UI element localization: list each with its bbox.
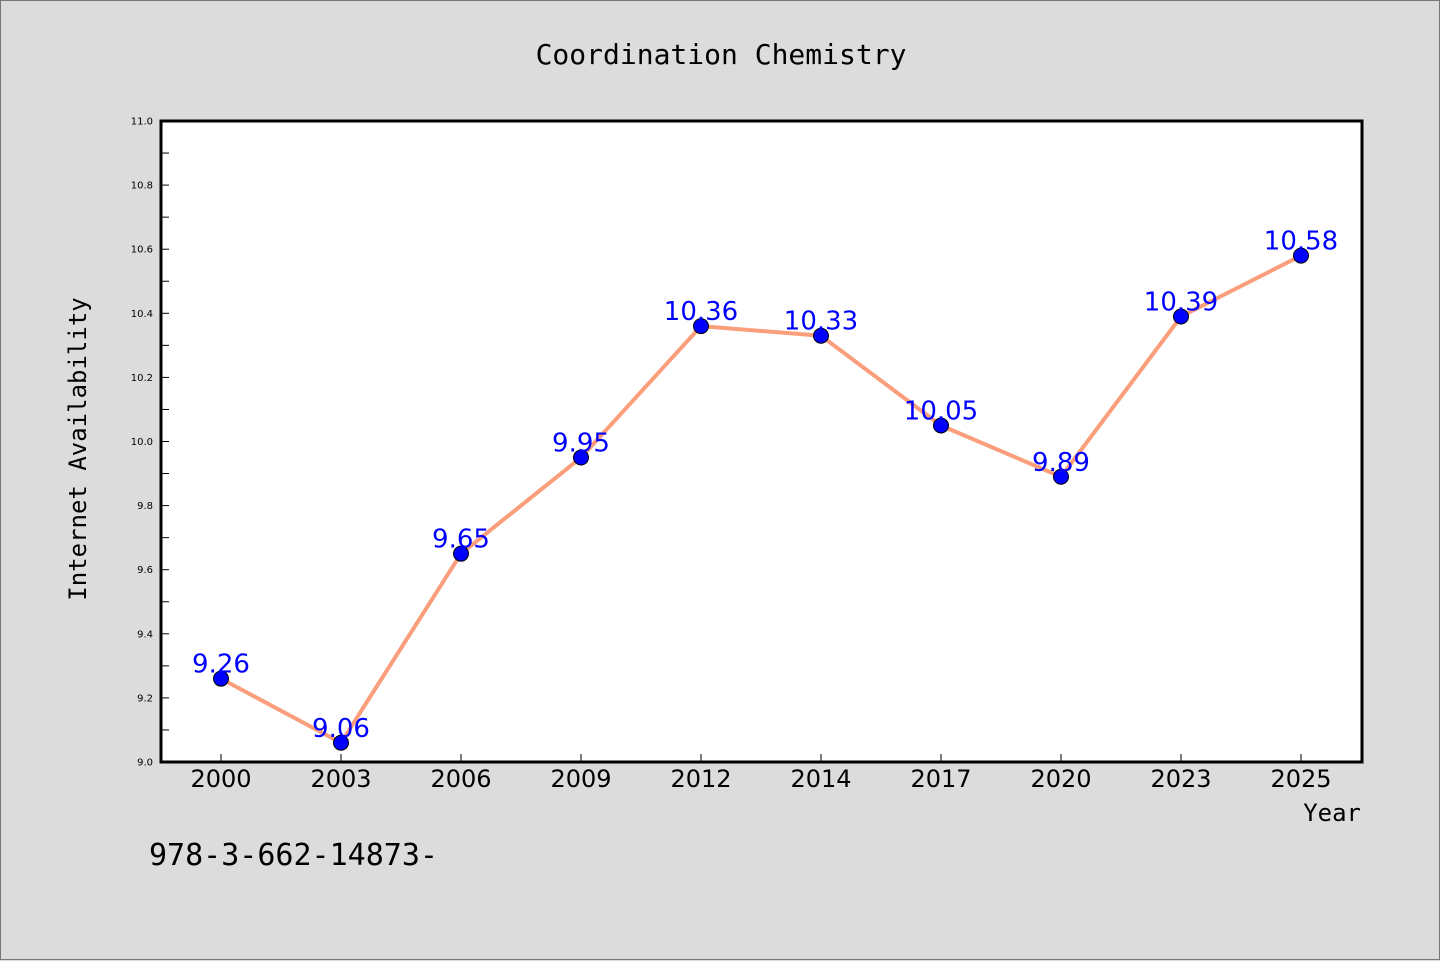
data-label: 9.65 bbox=[432, 525, 490, 555]
x-axis-ticks: 2000 2003 2006 2009 2012 2014 2017 2020 2023 2025 bbox=[190, 754, 1332, 793]
y-axis-ticks: 9.0 9.2 9.4 9.6 9.8 10.0 10.2 10.4 10.6 10.8 11.0 bbox=[131, 117, 169, 769]
data-label: 10.05 bbox=[904, 396, 978, 426]
data-point bbox=[813, 327, 829, 344]
y-tick-label: 10.8 bbox=[131, 181, 153, 192]
x-tick-label: 2012 bbox=[670, 765, 731, 793]
y-tick-label: 9.4 bbox=[137, 629, 153, 640]
y-tick-label: 9.8 bbox=[137, 501, 153, 512]
data-label: 9.95 bbox=[552, 429, 610, 459]
x-tick-label: 2025 bbox=[1270, 765, 1331, 793]
data-point bbox=[333, 734, 349, 751]
data-point bbox=[1173, 308, 1189, 325]
x-axis-label: Year bbox=[1303, 799, 1361, 827]
data-label: 10.58 bbox=[1264, 227, 1338, 257]
data-label: 10.39 bbox=[1144, 288, 1218, 318]
x-tick-label: 2020 bbox=[1030, 765, 1091, 793]
x-tick-label: 2006 bbox=[430, 765, 491, 793]
data-label: 9.26 bbox=[192, 650, 250, 680]
y-tick-label: 9.2 bbox=[137, 693, 153, 704]
data-label: 9.06 bbox=[312, 714, 370, 744]
x-tick-label: 2003 bbox=[310, 765, 371, 793]
y-tick-label: 10.6 bbox=[131, 245, 153, 256]
series-line bbox=[220, 253, 1302, 745]
x-tick-label: 2017 bbox=[910, 765, 971, 793]
data-point bbox=[453, 545, 469, 562]
y-tick-label: 10.4 bbox=[131, 309, 153, 320]
y-axis-label: Internet Availability bbox=[64, 297, 92, 600]
x-tick-label: 2000 bbox=[190, 765, 251, 793]
x-tick-label: 2023 bbox=[1150, 765, 1211, 793]
data-label: 9.89 bbox=[1032, 448, 1090, 478]
data-label: 10.33 bbox=[784, 307, 858, 337]
y-tick-label: 11.0 bbox=[131, 117, 153, 128]
data-point bbox=[213, 670, 229, 687]
data-point bbox=[693, 318, 709, 335]
footer-isbn: 978-3-662-14873- bbox=[149, 838, 438, 873]
series-group: 9.26 9.06 9.65 9.95 10.36 10.33 10.05 9.89 10.39… bbox=[192, 227, 1338, 751]
y-tick-label: 9.6 bbox=[137, 565, 153, 576]
x-tick-label: 2009 bbox=[550, 765, 611, 793]
data-point bbox=[573, 449, 589, 466]
y-tick-label: 10.2 bbox=[131, 373, 153, 384]
data-point bbox=[933, 417, 949, 434]
y-tick-label: 9.0 bbox=[137, 758, 153, 769]
y-tick-label: 10.0 bbox=[131, 437, 153, 448]
chart-title: Coordination Chemistry bbox=[536, 38, 907, 71]
data-point bbox=[1053, 468, 1069, 485]
data-label: 10.36 bbox=[664, 297, 738, 327]
x-tick-label: 2014 bbox=[790, 765, 851, 793]
plot-area bbox=[159, 119, 1364, 764]
data-point bbox=[1293, 247, 1309, 264]
